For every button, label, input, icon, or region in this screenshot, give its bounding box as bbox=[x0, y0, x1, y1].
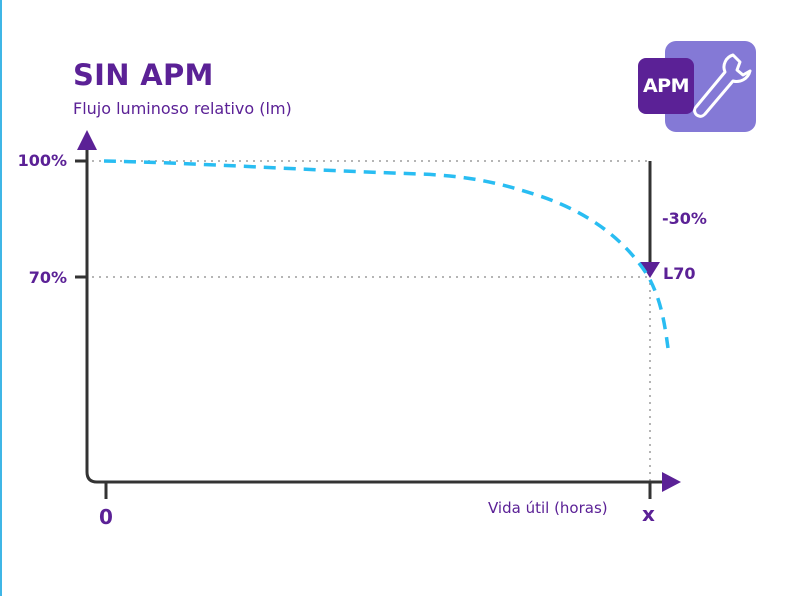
x-axis-arrow-icon bbox=[662, 472, 681, 492]
x-axis-label: Vida útil (horas) bbox=[488, 499, 608, 517]
y-tick-label-100: 100% bbox=[17, 151, 67, 170]
wrench-icon bbox=[693, 53, 752, 118]
x-tick-label-0: 0 bbox=[99, 505, 113, 529]
axes bbox=[85, 150, 664, 484]
y-axis-arrow-icon bbox=[77, 130, 97, 150]
apm-logo-badge: APM bbox=[638, 58, 694, 114]
chart-title: SIN APM bbox=[73, 58, 214, 92]
lumen-curve bbox=[103, 159, 670, 349]
y-tick-label-70: 70% bbox=[28, 268, 67, 287]
drop-annotation: -30% bbox=[662, 209, 707, 228]
y-axis-label: Flujo luminoso relativo (lm) bbox=[73, 99, 292, 118]
drop-arrow-head-icon bbox=[640, 262, 660, 278]
left-border bbox=[0, 0, 2, 596]
apm-logo: APM bbox=[638, 41, 756, 133]
x-tick-label-x: x bbox=[642, 502, 655, 526]
l70-annotation: L70 bbox=[663, 264, 696, 283]
